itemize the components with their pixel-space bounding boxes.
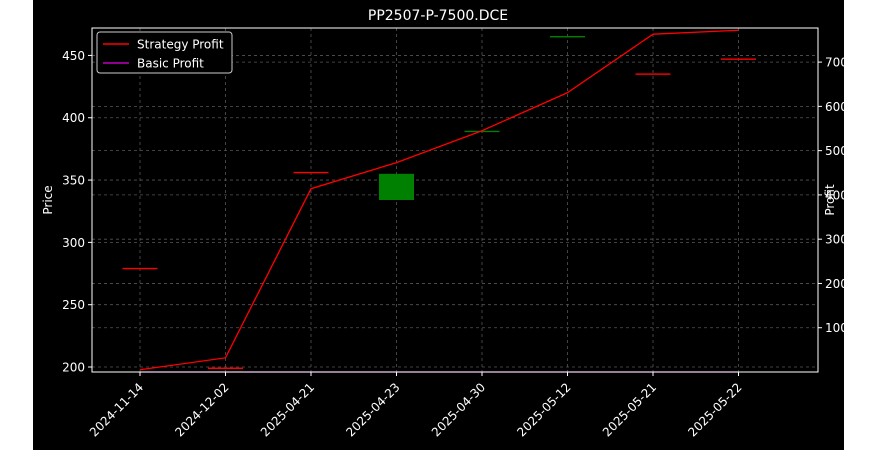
y-right-tick-label: 400 — [825, 188, 844, 202]
y-right-tick-label: 700 — [825, 56, 844, 70]
y-left-tick-label: 300 — [62, 236, 85, 250]
x-tick-label: 2024-12-02 — [172, 380, 231, 439]
candle-body — [208, 367, 243, 369]
chart-title: PP2507-P-7500.DCE — [368, 8, 508, 24]
candle-body — [721, 58, 756, 60]
x-tick-label: 2025-05-22 — [685, 380, 744, 439]
chart-svg: PP2507-P-7500.DCE 200 250 300 350 400 450 100… — [41, 8, 844, 439]
y-left-tick-label: 200 — [62, 361, 85, 375]
x-axis-ticks: 2024-11-14 2024-12-02 2025-04-21 2025-04-23… — [87, 372, 745, 439]
x-tick-label: 2024-11-14 — [87, 380, 146, 439]
candle-body — [122, 267, 158, 270]
candle-body — [550, 36, 585, 38]
y-left-tick-label: 350 — [62, 174, 85, 188]
candle-body — [464, 130, 500, 133]
axes-frame — [91, 27, 819, 373]
legend-label: Strategy Profit — [137, 38, 224, 52]
candles — [122, 36, 756, 369]
y-left-tick-label: 400 — [62, 111, 85, 125]
y-axis-left-label: Price — [41, 185, 55, 214]
legend: Strategy Profit Basic Profit — [96, 31, 233, 74]
x-tick-label: 2025-04-21 — [258, 380, 317, 439]
candle-body — [293, 171, 329, 174]
x-tick-label: 2025-05-12 — [514, 380, 573, 439]
y-right-tick-label: 100 — [825, 321, 844, 335]
y-right-tick-label: 500 — [825, 144, 844, 158]
legend-label: Basic Profit — [137, 57, 204, 71]
legend-box — [96, 31, 233, 74]
y-axis-left-ticks: 200 250 300 350 400 450 — [62, 49, 92, 375]
y-left-tick-label: 450 — [62, 49, 85, 63]
chart-figure: PP2507-P-7500.DCE 200 250 300 350 400 450 100… — [33, 0, 844, 450]
candle-body — [379, 173, 414, 200]
strategy-profit-line — [139, 29, 739, 371]
x-tick-label: 2025-04-30 — [429, 380, 488, 439]
candle-body — [635, 73, 671, 75]
y-right-tick-label: 300 — [825, 233, 844, 247]
y-axis-right-label: Profit — [823, 184, 837, 216]
grid-lines — [92, 28, 818, 372]
y-right-tick-label: 200 — [825, 277, 844, 291]
profit-lines — [139, 29, 739, 373]
x-tick-label: 2025-04-23 — [343, 380, 402, 439]
y-right-tick-label: 600 — [825, 100, 844, 114]
y-left-tick-label: 250 — [62, 298, 85, 312]
x-tick-label: 2025-05-21 — [600, 380, 659, 439]
y-axis-right-ticks: 100 200 300 400 500 600 700 — [818, 56, 844, 335]
